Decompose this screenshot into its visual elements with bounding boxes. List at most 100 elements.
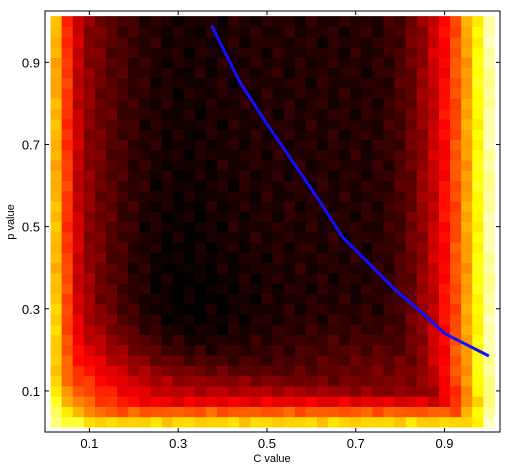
heatmap-cell <box>383 16 396 27</box>
heatmap-cell <box>250 375 262 387</box>
heatmap-cell <box>72 26 85 38</box>
heatmap-cell <box>150 354 163 366</box>
heatmap-cell <box>283 221 296 233</box>
heatmap-cell <box>217 46 229 58</box>
heatmap-cell <box>72 344 85 356</box>
heatmap-cell <box>194 385 207 397</box>
heatmap-cell <box>416 118 429 130</box>
heatmap-cell <box>472 354 484 366</box>
heatmap-cell <box>250 313 262 325</box>
heatmap-cell <box>250 354 262 366</box>
heatmap-cell <box>283 36 296 48</box>
heatmap-cell <box>239 354 251 366</box>
heatmap-cell <box>383 149 396 161</box>
heatmap-cell <box>438 262 451 274</box>
heatmap-cell <box>117 375 129 387</box>
heatmap-cell <box>172 118 185 130</box>
heatmap-cell <box>50 385 63 397</box>
heatmap-cell <box>316 190 329 202</box>
heatmap-cell <box>83 77 96 89</box>
heatmap-cell <box>194 36 207 48</box>
heatmap-cell <box>150 416 163 428</box>
heatmap-cell <box>205 375 218 387</box>
heatmap-cell <box>394 67 407 79</box>
heatmap-cell <box>250 211 262 223</box>
heatmap-cell <box>139 385 152 397</box>
heatmap-cell <box>339 365 351 377</box>
heatmap-cell <box>427 57 440 69</box>
heatmap-cell <box>150 170 163 182</box>
heatmap-cell <box>405 334 418 346</box>
heatmap-cell <box>450 200 462 212</box>
heatmap-cell <box>339 108 351 120</box>
heatmap-cell <box>83 139 96 151</box>
heatmap-cell <box>239 98 251 110</box>
heatmap-cell <box>261 129 274 140</box>
heatmap-cell <box>194 313 207 325</box>
heatmap-cell <box>405 180 418 192</box>
heatmap-cell <box>228 406 240 418</box>
heatmap-cell <box>327 375 340 387</box>
heatmap-cell <box>83 200 96 212</box>
heatmap-cell <box>438 129 451 140</box>
heatmap-cell <box>250 129 262 140</box>
heatmap-cell <box>61 262 74 274</box>
heatmap-cell <box>72 190 85 202</box>
x-axis: 0.1 0.3 0.5 0.7 0.9 <box>80 11 454 451</box>
heatmap-cell <box>183 67 196 79</box>
heatmap-cell <box>339 242 351 253</box>
heatmap-cell <box>150 149 163 161</box>
heatmap-cell <box>405 129 418 140</box>
heatmap-cell <box>372 77 385 89</box>
heatmap-cell <box>272 303 285 315</box>
heatmap-cell <box>416 416 429 428</box>
heatmap-cell <box>461 129 473 140</box>
heatmap-cell <box>372 242 385 253</box>
heatmap-cell <box>350 190 362 202</box>
heatmap-cell <box>83 67 96 79</box>
heatmap-cell <box>383 313 396 325</box>
heatmap-cell <box>117 16 129 27</box>
heatmap-cell <box>327 77 340 89</box>
heatmap-cell <box>183 16 196 27</box>
heatmap-cell <box>316 139 329 151</box>
heatmap-cell <box>194 272 207 284</box>
heatmap-cell <box>294 344 307 356</box>
heatmap-cell <box>228 211 240 223</box>
heatmap-cell <box>239 293 251 305</box>
heatmap-cell <box>72 108 85 120</box>
heatmap-cell <box>250 36 262 48</box>
heatmap-cell <box>283 26 296 38</box>
heatmap-cell <box>228 334 240 346</box>
heatmap-cell <box>50 303 63 315</box>
heatmap-cell <box>394 88 407 99</box>
heatmap-cell <box>250 406 262 418</box>
heatmap-cell <box>183 324 196 336</box>
heatmap-cell <box>316 396 329 407</box>
heatmap-cell <box>205 118 218 130</box>
heatmap-cell <box>438 231 451 243</box>
y-tick-label: 0.1 <box>22 384 40 399</box>
heatmap-cell <box>383 98 396 110</box>
heatmap-cell <box>372 324 385 336</box>
heatmap-cell <box>361 77 373 89</box>
heatmap-cell <box>427 354 440 366</box>
heatmap-cell <box>394 211 407 223</box>
heatmap-cell <box>239 272 251 284</box>
heatmap-cell <box>416 334 429 346</box>
heatmap-cell <box>327 170 340 182</box>
heatmap-cell <box>172 313 185 325</box>
heatmap-cell <box>361 293 373 305</box>
heatmap-cell <box>161 26 174 38</box>
heatmap-cell <box>405 313 418 325</box>
heatmap-cell <box>327 26 340 38</box>
heatmap-cell <box>61 98 74 110</box>
heatmap-cell <box>316 344 329 356</box>
heatmap-cell <box>83 118 96 130</box>
heatmap-cell <box>217 385 229 397</box>
heatmap-cell <box>372 385 385 397</box>
heatmap-cell <box>450 57 462 69</box>
heatmap-cell <box>250 200 262 212</box>
heatmap-cell <box>250 180 262 192</box>
heatmap-cell <box>450 231 462 243</box>
